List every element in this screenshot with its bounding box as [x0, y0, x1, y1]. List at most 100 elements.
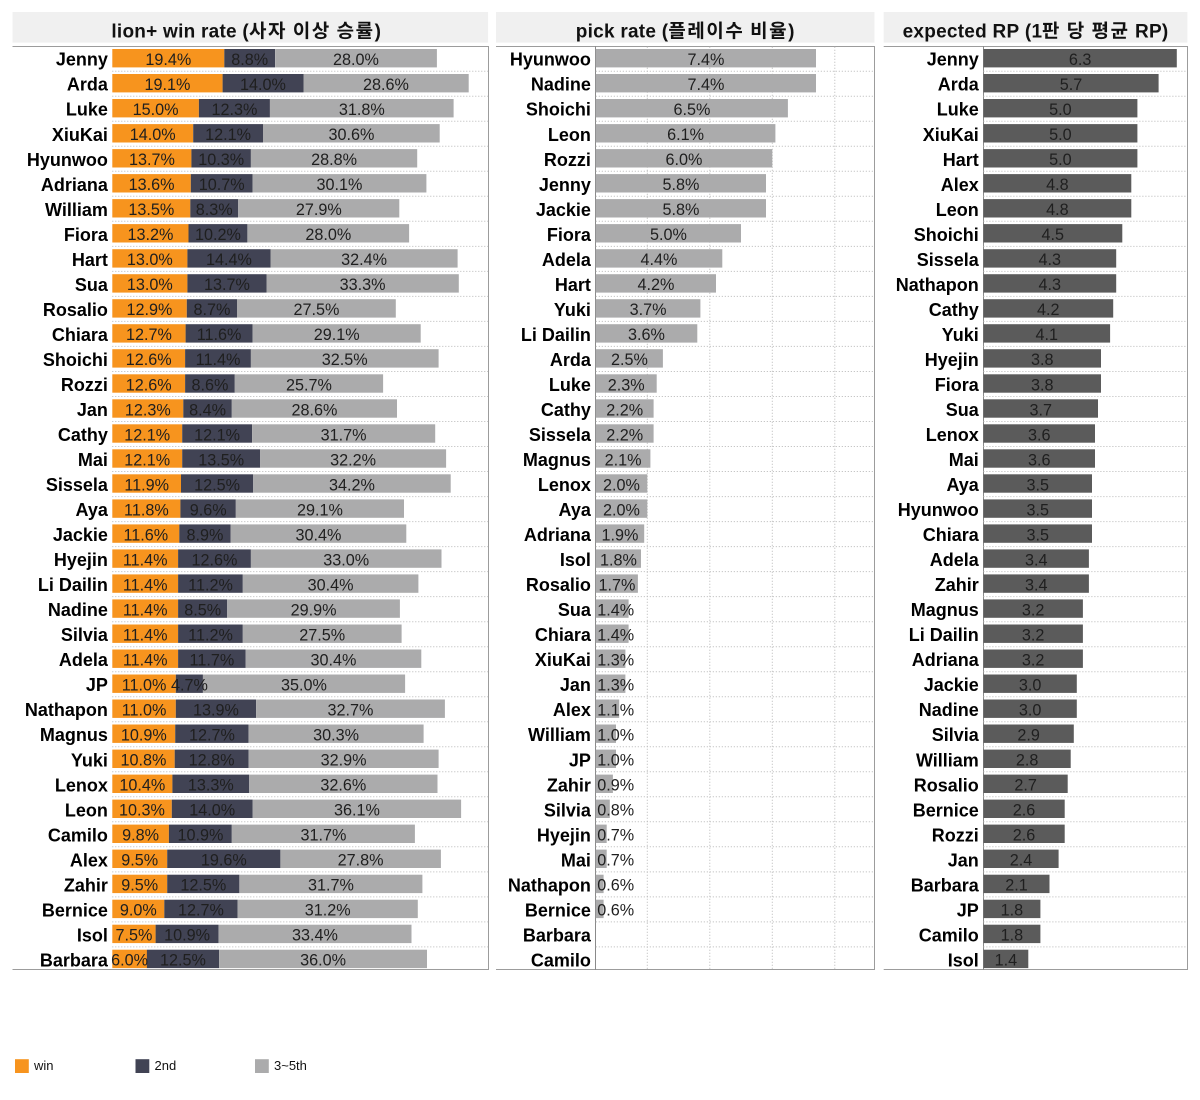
svg-text:Leon: Leon [548, 125, 591, 145]
svg-text:RP): RP) [1130, 21, 1169, 42]
svg-text:3.6: 3.6 [1028, 451, 1051, 469]
svg-text:8.3%: 8.3% [196, 201, 233, 219]
svg-text:5.8%: 5.8% [662, 176, 699, 194]
svg-text:Cathy: Cathy [541, 400, 591, 420]
svg-text:Hyejin: Hyejin [925, 350, 979, 370]
svg-text:1.4%: 1.4% [597, 627, 634, 645]
svg-text:Barbara: Barbara [911, 875, 980, 895]
svg-text:Rosalio: Rosalio [914, 775, 979, 795]
svg-text:Shoichi: Shoichi [914, 225, 979, 245]
svg-text:Barbara: Barbara [523, 925, 592, 945]
svg-text:3.8: 3.8 [1031, 351, 1054, 369]
svg-text:31.7%: 31.7% [308, 877, 354, 895]
svg-text:Nathapon: Nathapon [508, 875, 591, 895]
svg-text:14.4%: 14.4% [206, 251, 252, 269]
svg-text:32.5%: 32.5% [322, 351, 368, 369]
svg-text:10.9%: 10.9% [121, 727, 167, 745]
svg-text:36.0%: 36.0% [300, 952, 346, 970]
svg-text:12.5%: 12.5% [160, 952, 206, 970]
svg-text:0.6%: 0.6% [597, 902, 634, 920]
svg-text:32.2%: 32.2% [330, 451, 376, 469]
svg-text:10.9%: 10.9% [177, 827, 223, 845]
svg-text:Adela: Adela [542, 250, 592, 270]
svg-text:13.0%: 13.0% [127, 276, 173, 294]
svg-text:): ) [375, 21, 382, 42]
svg-text:1.0%: 1.0% [597, 752, 634, 770]
svg-text:11.2%: 11.2% [188, 627, 233, 645]
svg-text:12.6%: 12.6% [126, 376, 172, 394]
svg-text:Jan: Jan [77, 400, 108, 420]
svg-text:11.4%: 11.4% [123, 576, 168, 594]
svg-text:4.3: 4.3 [1039, 276, 1062, 294]
svg-text:5.8%: 5.8% [662, 201, 699, 219]
svg-text:2.8: 2.8 [1016, 752, 1039, 770]
svg-text:11.4%: 11.4% [196, 351, 241, 369]
svg-text:25.7%: 25.7% [286, 376, 332, 394]
svg-text:28.0%: 28.0% [333, 51, 379, 69]
svg-text:3.5: 3.5 [1026, 476, 1049, 494]
svg-text:William: William [916, 750, 979, 770]
svg-text:Nathapon: Nathapon [25, 700, 108, 720]
svg-text:Arda: Arda [938, 75, 980, 95]
svg-text:19.1%: 19.1% [145, 76, 191, 94]
svg-text:JP: JP [86, 675, 108, 695]
svg-text:expected RP (1: expected RP (1 [903, 21, 1043, 42]
svg-text:lion+ win rate (: lion+ win rate ( [111, 21, 249, 42]
svg-text:29.9%: 29.9% [291, 601, 337, 619]
svg-text:2.6: 2.6 [1013, 802, 1036, 820]
svg-text:11.4%: 11.4% [123, 601, 168, 619]
svg-text:10.3%: 10.3% [198, 151, 244, 169]
svg-text:29.1%: 29.1% [297, 501, 343, 519]
svg-text:30.4%: 30.4% [296, 526, 342, 544]
svg-text:Adriana: Adriana [524, 525, 592, 545]
svg-text:11.4%: 11.4% [123, 652, 168, 670]
svg-text:Rosalio: Rosalio [526, 575, 591, 595]
svg-text:Magnus: Magnus [911, 600, 979, 620]
svg-text:Jackie: Jackie [924, 675, 979, 695]
svg-text:7.4%: 7.4% [687, 51, 724, 69]
svg-text:Isol: Isol [77, 925, 108, 945]
svg-text:13.5%: 13.5% [128, 201, 174, 219]
svg-text:Hart: Hart [555, 275, 591, 295]
svg-text:Nadine: Nadine [531, 75, 591, 95]
svg-text:8.9%: 8.9% [187, 526, 224, 544]
svg-text:Silvia: Silvia [932, 725, 980, 745]
svg-text:2.9: 2.9 [1017, 727, 1040, 745]
svg-text:13.0%: 13.0% [127, 251, 173, 269]
svg-text:1.3%: 1.3% [597, 652, 634, 670]
svg-text:2nd: 2nd [155, 1058, 177, 1073]
svg-text:12.5%: 12.5% [180, 877, 226, 895]
svg-text:28.0%: 28.0% [305, 226, 351, 244]
svg-text:11.2%: 11.2% [188, 576, 233, 594]
svg-text:6.0%: 6.0% [111, 952, 148, 970]
svg-text:30.4%: 30.4% [308, 576, 354, 594]
svg-text:5.7: 5.7 [1060, 76, 1083, 94]
svg-text:30.3%: 30.3% [313, 727, 359, 745]
svg-text:1.7%: 1.7% [598, 576, 635, 594]
svg-text:10.9%: 10.9% [164, 927, 210, 945]
svg-text:11.4%: 11.4% [123, 627, 168, 645]
svg-text:13.3%: 13.3% [188, 777, 234, 795]
svg-text:): ) [788, 21, 795, 42]
svg-text:33.4%: 33.4% [292, 927, 338, 945]
svg-text:Leon: Leon [65, 800, 108, 820]
svg-text:4.2: 4.2 [1037, 301, 1060, 319]
svg-text:Lenox: Lenox [55, 775, 108, 795]
svg-text:5.0: 5.0 [1049, 126, 1072, 144]
svg-text:Arda: Arda [67, 75, 109, 95]
svg-text:Hyejin: Hyejin [54, 550, 108, 570]
svg-text:9.5%: 9.5% [121, 852, 158, 870]
svg-text:11.8%: 11.8% [124, 501, 169, 519]
svg-text:1.8: 1.8 [1001, 902, 1024, 920]
svg-text:11.7%: 11.7% [190, 652, 235, 670]
svg-text:3.0: 3.0 [1019, 702, 1042, 720]
svg-text:3.4: 3.4 [1025, 576, 1048, 594]
svg-text:Adela: Adela [930, 550, 980, 570]
svg-text:3.5: 3.5 [1026, 501, 1049, 519]
svg-text:3.7: 3.7 [1029, 401, 1052, 419]
svg-text:0.7%: 0.7% [597, 827, 634, 845]
svg-text:35.0%: 35.0% [281, 677, 327, 695]
svg-text:4.8: 4.8 [1046, 176, 1069, 194]
svg-text:31.2%: 31.2% [305, 902, 351, 920]
svg-text:12.7%: 12.7% [178, 902, 224, 920]
